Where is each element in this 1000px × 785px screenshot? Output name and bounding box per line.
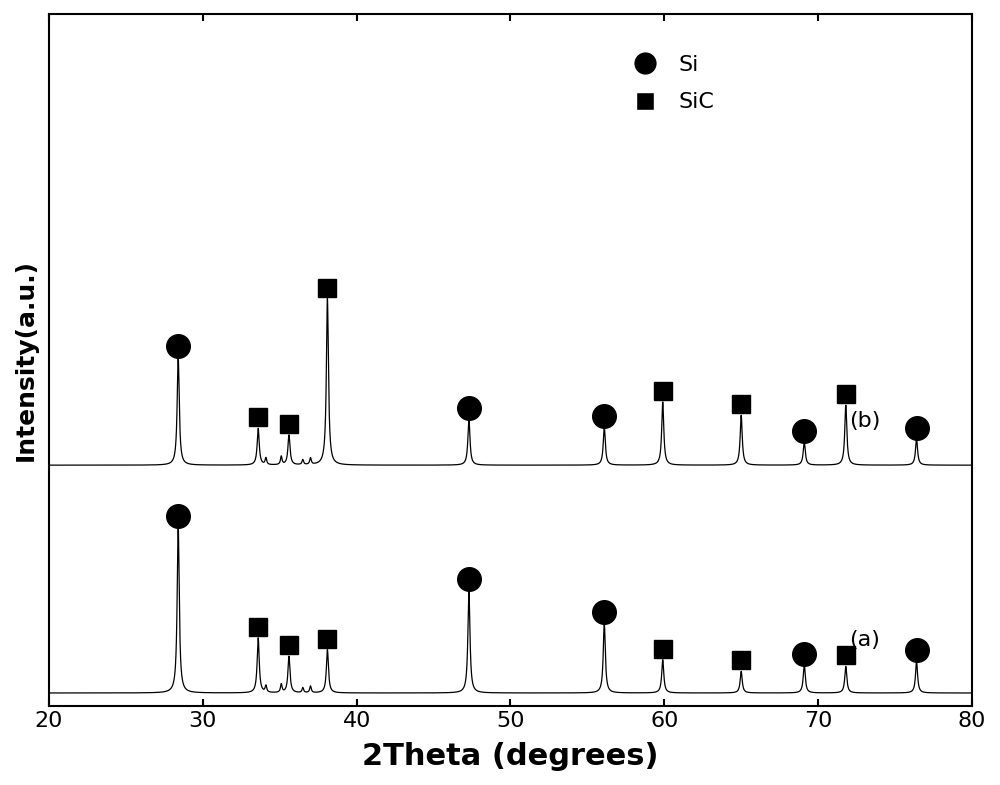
X-axis label: 2Theta (degrees): 2Theta (degrees) [362,742,659,771]
Text: (a): (a) [849,630,880,651]
Text: (b): (b) [849,411,880,431]
Y-axis label: Intensity(a.u.): Intensity(a.u.) [14,259,38,461]
Legend: Si, SiC: Si, SiC [614,46,723,122]
